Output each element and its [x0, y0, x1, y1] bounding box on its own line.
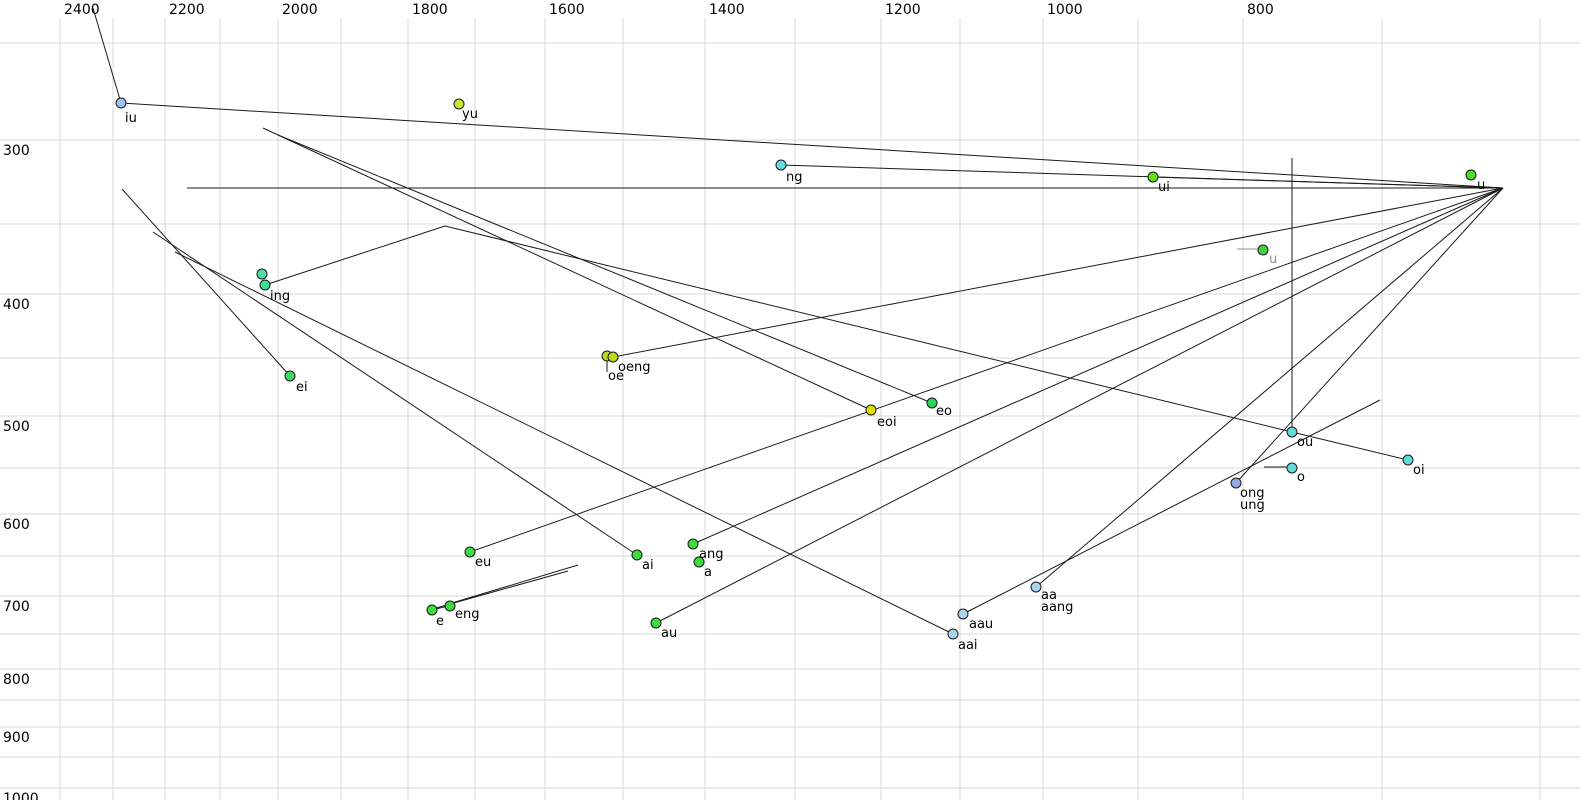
data-point-aau	[957, 608, 969, 620]
point-label-oe: oe	[608, 369, 624, 384]
data-point-au	[650, 617, 662, 629]
trajectory-line-13	[692, 187, 1504, 545]
data-point-u	[1465, 169, 1477, 181]
point-label-oi: oi	[1413, 463, 1425, 478]
trajectory-line-15	[1035, 187, 1504, 588]
data-point-iu	[115, 97, 127, 109]
point-label-eu: eu	[475, 555, 491, 570]
trajectory-line-5	[121, 188, 291, 377]
data-point-oi	[1402, 454, 1414, 466]
data-point-u2	[1257, 244, 1269, 256]
data-point-oeng	[607, 351, 619, 363]
point-label-aai: aai	[958, 638, 978, 653]
data-point-ing2	[256, 268, 268, 280]
data-point-ei	[284, 370, 296, 382]
trajectory-line-7	[174, 251, 954, 635]
point-label-e: e	[436, 614, 444, 629]
trajectory-line-0	[92, 7, 122, 104]
x-tick-label-1400: 1400	[709, 2, 745, 18]
trajectory-line-11	[612, 187, 1504, 358]
trajectory-line-17	[1235, 187, 1504, 484]
point-label-ai: ai	[642, 558, 654, 573]
point-label-u: u	[1477, 178, 1485, 193]
data-point-ng	[775, 159, 787, 171]
data-point-eng	[444, 600, 456, 612]
x-tick-label-1800: 1800	[412, 2, 448, 18]
x-tick-label-2200: 2200	[169, 2, 205, 18]
point-label-yu: yu	[462, 107, 478, 122]
trajectory-line-10	[277, 134, 933, 404]
x-tick-label-1000: 1000	[1047, 2, 1083, 18]
trajectory-line-20	[1291, 431, 1409, 461]
point-label-au: au	[661, 626, 677, 641]
y-tick-label-700: 700	[3, 599, 30, 615]
trajectory-line-23	[451, 564, 579, 604]
trajectory-line-8	[264, 225, 446, 286]
point-label-iu: iu	[125, 111, 137, 126]
point-label-o: o	[1297, 470, 1305, 485]
trajectory-line-22	[435, 570, 569, 609]
x-tick-label-2400: 2400	[64, 2, 100, 18]
point-label-eng: eng	[455, 607, 480, 622]
data-point-e	[426, 604, 438, 616]
data-point-ai	[631, 549, 643, 561]
point-label-eo: eo	[936, 404, 952, 419]
point-label-ung: ung	[1240, 498, 1265, 513]
point-label-ou: ou	[1297, 435, 1313, 450]
point-label-eoi: eoi	[877, 415, 897, 430]
data-point-eu	[464, 546, 476, 558]
x-tick-label-800: 800	[1247, 2, 1274, 18]
y-tick-label-600: 600	[3, 517, 30, 533]
trajectory-line-9	[262, 127, 872, 411]
data-point-ong	[1230, 477, 1242, 489]
trajectory-line-19	[444, 225, 1293, 433]
point-label-ing: ing	[270, 289, 290, 304]
point-label-ei: ei	[296, 380, 308, 395]
y-tick-label-400: 400	[3, 297, 30, 313]
point-label-ui: ui	[1158, 180, 1170, 195]
point-label-ong: ong	[1240, 486, 1264, 501]
x-tick-label-2000: 2000	[282, 2, 318, 18]
point-label-a: a	[704, 565, 712, 580]
point-label-oeng: oeng	[618, 360, 650, 375]
x-tick-label-1600: 1600	[549, 2, 585, 18]
point-label-ang: ang	[699, 547, 723, 562]
data-point-o	[1286, 462, 1298, 474]
data-point-eoi	[865, 404, 877, 416]
y-tick-label-1000: 1000	[3, 791, 39, 800]
trajectory-line-16	[962, 399, 1381, 615]
data-point-a	[693, 556, 705, 568]
trajectory-line-4	[1152, 176, 1504, 189]
trajectory-line-14	[655, 187, 1504, 624]
point-label-aa: aa	[1041, 588, 1057, 603]
trajectory-line-1	[120, 102, 1504, 189]
point-label-aau: aau	[969, 617, 993, 632]
data-point-ou	[1286, 426, 1298, 438]
trajectory-line-12	[469, 187, 1504, 553]
point-label-u2: u	[1269, 252, 1277, 267]
data-point-ing	[259, 279, 271, 291]
point-label-ng: ng	[786, 170, 803, 185]
trajectory-line-6	[152, 231, 638, 556]
data-point-aa	[1030, 581, 1042, 593]
data-point-aai	[947, 628, 959, 640]
y-tick-label-800: 800	[3, 672, 30, 688]
data-point-ang	[687, 538, 699, 550]
x-tick-label-1200: 1200	[885, 2, 921, 18]
y-tick-label-500: 500	[3, 419, 30, 435]
y-tick-label-900: 900	[3, 730, 30, 746]
data-point-yu	[453, 98, 465, 110]
y-tick-label-300: 300	[3, 143, 30, 159]
data-point-ui	[1147, 171, 1159, 183]
data-point-eo	[926, 397, 938, 409]
point-label-aang: aang	[1041, 600, 1073, 615]
